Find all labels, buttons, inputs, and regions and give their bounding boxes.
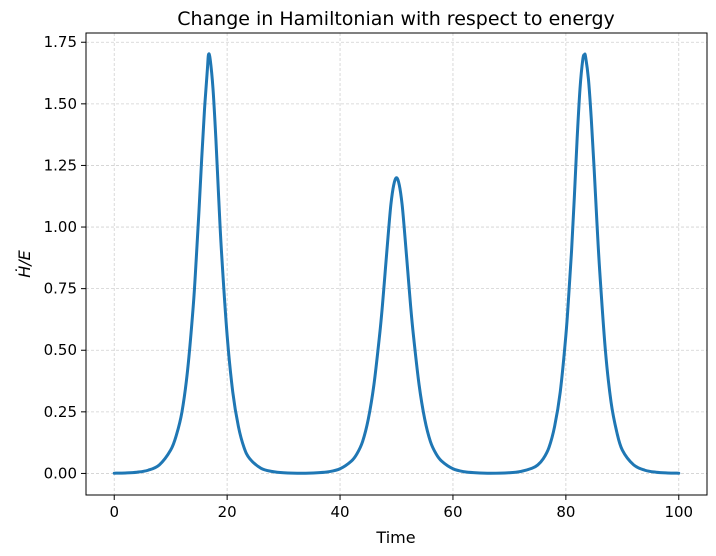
- plot-frame: [85, 32, 708, 496]
- series-line: [112, 52, 681, 475]
- y-axis: 0.00 0.25 0.50 0.75 1.00 1.25 1.50 1.75: [44, 33, 86, 482]
- grid: [86, 33, 707, 495]
- chart-title: Change in Hamiltonian with respect to en…: [177, 8, 615, 30]
- y-tick-label: 1.50: [44, 95, 77, 113]
- x-tick-label: 40: [330, 503, 349, 521]
- y-tick-label: 0.50: [44, 341, 77, 359]
- series-layer: [112, 52, 681, 475]
- x-tick-label: 80: [556, 503, 575, 521]
- x-tick-label: 20: [218, 503, 237, 521]
- y-tick-label: 1.00: [44, 218, 77, 236]
- y-axis-label: Ḣ/E: [15, 249, 34, 277]
- x-axis-label: Time: [375, 528, 415, 547]
- x-tick-label: 100: [664, 503, 693, 521]
- x-tick-label: 60: [443, 503, 462, 521]
- x-axis: 0 20 40 60 80 100: [109, 495, 693, 521]
- y-tick-label: 0.25: [44, 403, 77, 421]
- y-tick-label: 0.00: [44, 464, 77, 482]
- y-tick-label: 0.75: [44, 280, 77, 298]
- y-tick-label: 1.25: [44, 156, 77, 174]
- y-tick-label: 1.75: [44, 33, 77, 51]
- x-tick-label: 0: [109, 503, 119, 521]
